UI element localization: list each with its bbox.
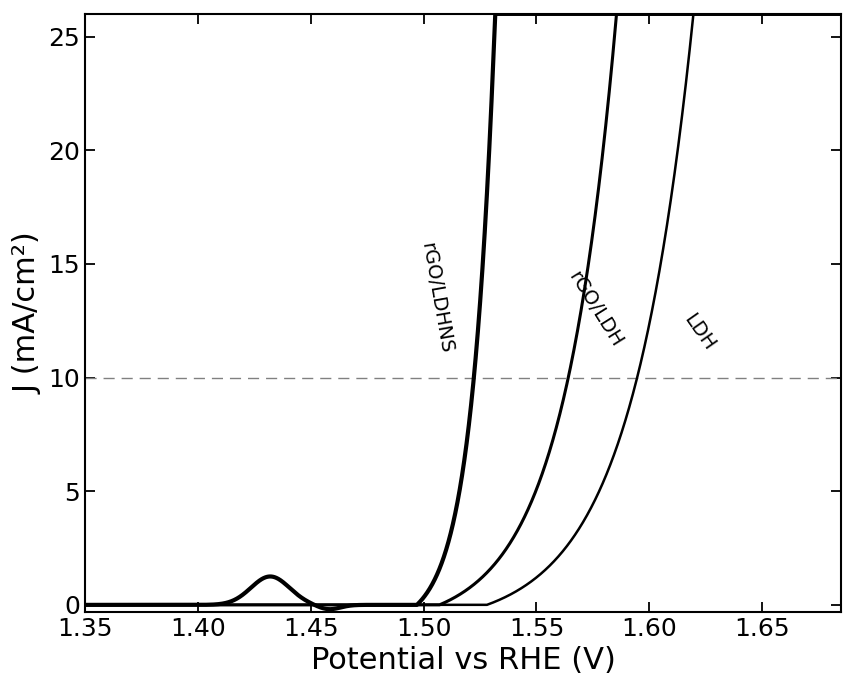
Text: rGO/LDHNS: rGO/LDHNS — [417, 241, 455, 355]
Y-axis label: J (mA/cm²): J (mA/cm²) — [14, 232, 43, 393]
Text: rGO/LDH: rGO/LDH — [564, 268, 626, 351]
X-axis label: Potential vs RHE (V): Potential vs RHE (V) — [310, 646, 616, 675]
Text: LDH: LDH — [680, 310, 718, 354]
